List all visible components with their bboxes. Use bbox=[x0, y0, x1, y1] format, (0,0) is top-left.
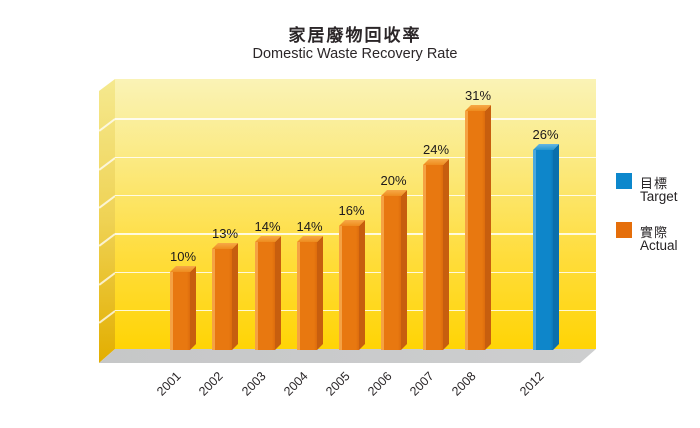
gridline-30pct bbox=[115, 118, 596, 120]
chart-title-english: Domestic Waste Recovery Rate bbox=[252, 46, 458, 62]
bar-2008-actual bbox=[465, 105, 491, 350]
bar-2006-actual bbox=[380, 189, 407, 350]
target-color-swatch bbox=[616, 173, 632, 189]
bar-side-face bbox=[274, 235, 281, 350]
bar-front-face bbox=[338, 226, 359, 350]
x-axis-label-2002: 2002 bbox=[196, 369, 226, 399]
bar-side-face bbox=[358, 220, 365, 350]
bar-2003-actual bbox=[254, 235, 281, 350]
value-label-2006: 20% bbox=[380, 172, 407, 188]
x-axis-label-2005: 2005 bbox=[322, 369, 353, 399]
x-axis-label-2007: 2007 bbox=[407, 369, 437, 399]
wall-gridline-stub bbox=[99, 233, 115, 247]
bar-front-face bbox=[296, 241, 317, 350]
gridline-20pct bbox=[115, 194, 596, 197]
wall-gridline-stub bbox=[99, 310, 115, 324]
value-label-2012: 26% bbox=[532, 126, 559, 142]
plot-floor bbox=[99, 349, 596, 363]
bar-2012-target bbox=[532, 143, 559, 350]
value-label-2001: 10% bbox=[169, 249, 197, 265]
bar-front-face bbox=[532, 149, 553, 350]
bar-front-face bbox=[423, 164, 443, 350]
x-axis-label-2003: 2003 bbox=[238, 369, 269, 399]
x-axis-label-2012: 2012 bbox=[516, 369, 547, 399]
legend-actual-label-en: Actual bbox=[640, 238, 678, 253]
bar-side-face bbox=[190, 266, 196, 350]
value-label-2004: 14% bbox=[296, 218, 323, 234]
bar-2001-actual bbox=[170, 266, 196, 350]
value-label-2005: 16% bbox=[338, 203, 365, 219]
legend-target-label-en: Target bbox=[640, 189, 678, 204]
value-label-2007: 24% bbox=[422, 141, 450, 157]
value-label-2008: 31% bbox=[464, 88, 492, 104]
value-label-2003: 14% bbox=[254, 218, 281, 234]
actual-color-swatch bbox=[616, 222, 632, 238]
bar-front-face bbox=[465, 111, 485, 350]
wall-gridline-stub bbox=[99, 271, 115, 285]
plot-side-wall bbox=[99, 79, 115, 363]
bar-2007-actual bbox=[423, 158, 449, 350]
legend-actual-label-zh: 實際 bbox=[640, 225, 669, 240]
x-axis-label-2004: 2004 bbox=[280, 369, 311, 399]
bar-2002-actual bbox=[212, 243, 238, 350]
wall-gridline-stub bbox=[99, 156, 115, 170]
wall-gridline-stub bbox=[99, 118, 115, 132]
bar-front-face bbox=[254, 241, 275, 350]
bar-2005-actual bbox=[338, 220, 365, 350]
bar-side-face bbox=[443, 158, 449, 350]
bar-side-face bbox=[400, 189, 407, 350]
x-axis-label-2008: 2008 bbox=[449, 369, 479, 399]
bar-side-face bbox=[485, 105, 491, 350]
x-axis-label-2001: 2001 bbox=[154, 369, 184, 399]
bar-front-face bbox=[380, 195, 401, 350]
chart-title-chinese: 家居廢物回收率 bbox=[288, 26, 422, 45]
bar-front-face bbox=[212, 249, 232, 350]
bar-side-face bbox=[232, 243, 238, 350]
bar-side-face bbox=[552, 143, 559, 350]
legend-target-label-zh: 目標 bbox=[640, 176, 669, 191]
x-axis-label-2006: 2006 bbox=[364, 369, 395, 399]
bar-front-face bbox=[170, 272, 190, 350]
bar-2004-actual bbox=[296, 235, 323, 350]
value-label-2002: 13% bbox=[211, 226, 239, 242]
gridline-25pct bbox=[115, 156, 596, 158]
wall-gridline-stub bbox=[99, 194, 115, 209]
bar-side-face bbox=[316, 235, 323, 350]
